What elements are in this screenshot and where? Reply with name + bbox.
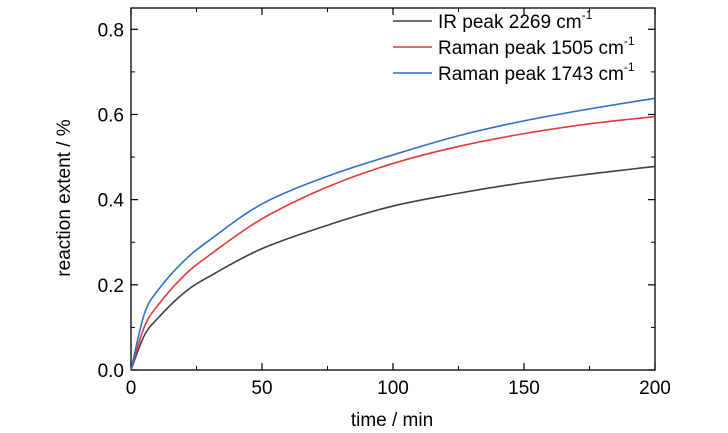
x-axis-title: time / min [351, 410, 433, 431]
legend-label-1: IR peak 2269 cm-1 [438, 8, 593, 33]
axes: 0 50 100 150 200 0.0 0.2 0.4 0.6 0.8 [98, 7, 671, 399]
x-tick-label: 200 [639, 378, 671, 399]
y-tick-label: 0.2 [98, 276, 124, 297]
series-line-1 [130, 165, 656, 371]
y-tick-label: 0.0 [98, 361, 124, 382]
series-line-3 [130, 97, 656, 371]
x-tick-label: 150 [508, 378, 540, 399]
legend-label-2: Raman peak 1505 cm-1 [438, 34, 635, 59]
y-tick-label: 0.6 [98, 105, 124, 126]
series-lines [130, 97, 656, 371]
y-axis-title: reaction extent / % [54, 119, 75, 276]
series-line-2 [130, 115, 656, 371]
legend-label-3: Raman peak 1743 cm-1 [438, 60, 635, 85]
x-tick-label: 0 [126, 378, 137, 399]
plot-frame [130, 7, 656, 371]
x-tick-label: 50 [251, 378, 272, 399]
y-tick-label: 0.4 [98, 191, 125, 212]
x-tick-label: 100 [377, 378, 409, 399]
y-tick-label: 0.8 [98, 20, 124, 41]
